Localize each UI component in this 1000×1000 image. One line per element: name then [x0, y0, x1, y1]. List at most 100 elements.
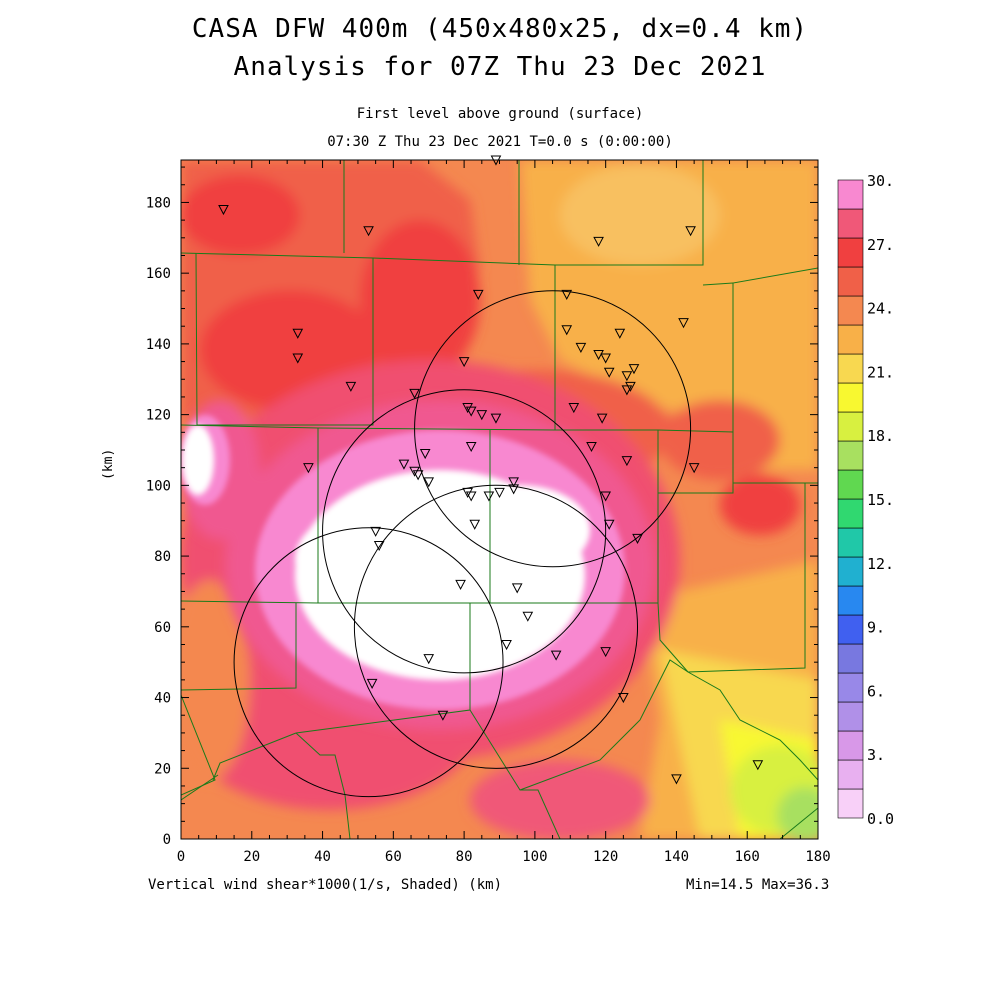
title-line-2: Analysis for 07Z Thu 23 Dec 2021 [233, 52, 767, 82]
station-markers [218, 155, 764, 785]
station-marker [685, 226, 696, 237]
colorbar-swatch [837, 266, 864, 297]
y-tick-label: 60 [154, 620, 171, 636]
y-axis-label: (km) [101, 448, 116, 480]
colorbar-tick-label: 15. [867, 491, 894, 509]
station-marker [550, 650, 562, 661]
colorbar-swatch [837, 208, 864, 239]
station-marker [603, 519, 615, 530]
station-marker [366, 678, 378, 689]
colorbar-swatch [837, 411, 864, 442]
x-tick-label: 80 [456, 849, 473, 865]
x-tick-label: 140 [664, 849, 689, 865]
station-marker [600, 647, 611, 658]
station-marker [501, 639, 512, 651]
subtitle-line-1: First level above ground (surface) [356, 106, 644, 122]
station-marker [621, 456, 633, 467]
station-marker [621, 371, 633, 382]
station-marker [628, 364, 640, 375]
station-marker [614, 328, 626, 339]
colorbar-tick-label: 27. [867, 236, 894, 254]
colorbar-swatch [837, 643, 864, 674]
colorbar-tick-label: 0.0 [867, 810, 894, 828]
station-marker [575, 342, 587, 354]
station-marker [561, 289, 573, 300]
station-marker [458, 357, 470, 368]
station-marker [476, 410, 488, 421]
station-marker [409, 466, 420, 477]
station-marker [419, 449, 431, 460]
colorbar-swatch [837, 382, 864, 413]
station-marker [618, 693, 629, 704]
station-marker [292, 328, 304, 339]
x-tick-label: 160 [735, 849, 760, 865]
colorbar-swatch [837, 440, 864, 471]
station-marker [621, 385, 633, 396]
colorbar-tick-label: 6. [867, 682, 885, 700]
y-tick-label: 100 [146, 478, 171, 494]
station-marker [596, 413, 608, 424]
title-line-1: CASA DFW 400m (450x480x25, dx=0.4 km) [191, 14, 809, 44]
colorbar-swatch [837, 759, 864, 790]
x-tick-label: 100 [522, 849, 547, 865]
county-lines [181, 160, 818, 839]
radar-circle-1 [322, 389, 607, 674]
colorbar: 0.0 3. 6. 9. 12. 15. 18. 21. 24. 27. 30. [837, 172, 894, 828]
station-marker [671, 774, 682, 785]
station-marker [398, 459, 410, 470]
station-marker [483, 491, 495, 502]
y-tick-label: 20 [154, 761, 171, 777]
station-marker [593, 350, 604, 361]
colorbar-swatch [837, 527, 864, 558]
station-marker [363, 226, 374, 237]
y-tick-label: 40 [154, 691, 171, 707]
y-axis: 0 20 40 60 80 100 120 140 160 180 [146, 166, 818, 848]
y-tick-label: 160 [146, 266, 171, 282]
colorbar-swatch [837, 469, 864, 500]
y-tick-label: 120 [146, 408, 171, 424]
station-marker [345, 381, 357, 392]
station-marker [462, 487, 473, 498]
colorbar-swatch [837, 701, 864, 732]
colorbar-tick-label: 3. [867, 746, 885, 764]
station-marker [462, 403, 473, 414]
colorbar-swatch [837, 672, 864, 703]
y-tick-label: 180 [146, 195, 171, 211]
colorbar-swatch [837, 179, 864, 210]
colorbar-swatch [837, 585, 864, 616]
colorbar-swatch [837, 295, 864, 326]
station-marker [600, 353, 611, 364]
station-marker [412, 470, 424, 481]
y-tick-label: 140 [146, 337, 171, 353]
station-marker [303, 463, 314, 474]
station-marker [437, 710, 449, 721]
colorbar-swatch [837, 556, 864, 587]
station-marker [561, 325, 573, 336]
x-tick-label: 180 [805, 849, 830, 865]
colorbar-swatch [837, 730, 864, 761]
station-marker [586, 441, 597, 453]
station-marker [508, 477, 519, 488]
station-marker [472, 289, 484, 300]
x-tick-label: 20 [243, 849, 260, 865]
station-marker [218, 205, 229, 216]
colorbar-tick-label: 9. [867, 619, 885, 637]
colorbar-swatch [837, 788, 864, 819]
colorbar-swatch [837, 353, 864, 384]
colorbar-tick-label: 30. [867, 172, 894, 190]
station-marker [469, 519, 481, 530]
station-marker [508, 484, 519, 495]
colorbar-tick-label: 21. [867, 363, 894, 381]
radar-circle-2 [353, 484, 639, 769]
x-tick-label: 40 [314, 849, 331, 865]
radar-circle-3 [414, 290, 692, 568]
station-marker [603, 367, 615, 378]
station-marker [678, 318, 689, 329]
station-marker [600, 491, 611, 502]
colorbar-tick-label: 12. [867, 555, 894, 573]
station-marker [625, 381, 636, 392]
subtitle-line-2: 07:30 Z Thu 23 Dec 2021 T=0.0 s (0:00:00… [327, 134, 673, 150]
station-marker [423, 654, 435, 665]
station-marker [465, 491, 477, 502]
